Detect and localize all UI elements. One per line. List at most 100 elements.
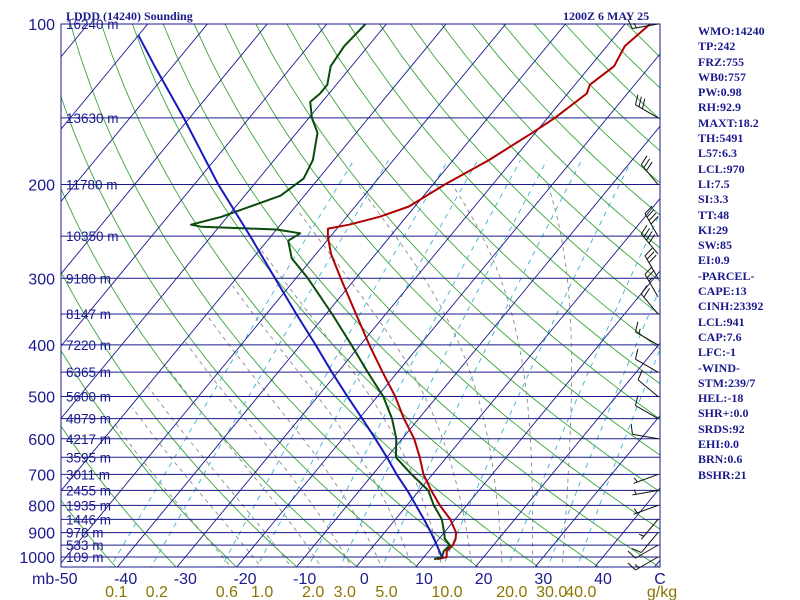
wind-barb [627,556,659,571]
mixing-ratio-label: 20.0 [496,584,527,600]
height-label: 5600 m [66,390,111,405]
stat-item: WB0:757 [698,69,746,84]
wind-barb-flag [644,205,653,214]
mixing-ratio-line [381,159,583,567]
height-label: 8147 m [66,307,111,322]
wind-barb-half-flag [638,328,641,335]
wind-barb [644,247,659,279]
stat-item: EHI:0.0 [698,437,740,452]
mixing-ratio-line [150,159,389,567]
pressure-tick-label: 400 [28,338,55,355]
pressure-tick-label: 600 [28,432,55,449]
wind-barb [627,18,659,30]
height-label: 3011 m [66,467,110,482]
wind-barb-staff [635,405,659,420]
dry-adiabat [286,24,660,420]
wind-barb-flag [640,155,648,165]
wind-barb-staff [637,379,659,397]
stat-item: BRN:0.6 [698,452,743,467]
wind-barb-flag [634,94,639,105]
wind-barb-staff [635,556,659,571]
isotherm [176,24,626,567]
wind-barb-flag [643,228,651,238]
isotherm [61,24,507,564]
wind-barb-half-flag [634,564,640,569]
wind-barb-flag [634,321,639,333]
wind-barb [640,285,659,315]
moist-adiabat [298,211,473,567]
wind-barb-half-flag [633,489,637,495]
wind-barb [634,395,659,420]
wind-barb-flag [646,161,653,171]
wind-barb-staff [640,532,659,553]
wind-barb [633,504,659,515]
pressure-tick-label: 200 [28,177,55,194]
wind-barb-flag [650,216,659,225]
wind-barb-staff [633,504,659,515]
wind-barb-staff [644,255,659,279]
wind-barb-flag [646,209,655,218]
wind-barb-flag [640,224,648,235]
height-label: 1446 m [66,512,111,527]
stat-item: LCL:970 [698,161,745,176]
stat-item: RH:92.9 [698,100,741,115]
stat-item: WMO:14240 [698,24,765,38]
wind-barb-flag [627,550,636,559]
wind-barb [631,532,659,553]
moist-adiabat [232,285,413,567]
stat-item: L57:6.3 [698,146,737,161]
dry-adiabat [348,24,660,350]
stat-item: LI:7.5 [698,176,730,191]
isotherm [61,24,328,347]
wind-barb-staff [633,473,659,484]
height-label: 7220 m [66,338,111,353]
station-title: LDDD (14240) Sounding [66,9,193,23]
y-axis-label: mb [32,571,54,588]
isotherm [295,125,660,567]
temperature-tick-label: -20 [233,571,256,588]
stat-item: TH:5491 [698,131,744,146]
temperature-tick-label: 40 [594,571,612,588]
height-label: 4217 m [66,432,111,447]
dry-adiabat [441,24,660,249]
wind-barb-half-flag [638,533,645,537]
wind-barb-staff [640,293,659,315]
wind-barb-flag [627,562,636,571]
mixing-ratio-label: 10.0 [431,584,462,600]
pressure-tick-label: 900 [28,526,55,543]
observation-time: 1200Z 6 MAY 25 [563,9,650,23]
height-label: 978 m [66,526,104,541]
mixing-ratio-line [507,211,660,567]
wind-barb-flag [634,348,639,360]
dry-adiabat [193,24,660,530]
temperature-tick-label: -40 [114,571,137,588]
wind-barb-half-flag [633,477,638,483]
stat-item: PW:0.98 [698,85,742,100]
stat-item: SW:85 [698,238,733,253]
isotherm [116,24,566,567]
mixing-ratio-label: 30.0 [536,584,567,600]
wind-barb-staff [640,233,659,255]
isotherm [61,24,447,492]
wind-barb-staff [635,358,659,373]
temperature-tick-label: 10 [415,571,433,588]
wind-barb [637,370,659,397]
wind-barb [644,205,659,237]
dewpoint-profile [190,24,451,561]
stat-item: EI:0.9 [698,253,730,268]
mixing-ratio-label: 5.0 [375,584,397,600]
parcel-profile [137,34,443,558]
mixing-ratio-label: 1.0 [251,584,273,600]
wind-barb [640,155,659,185]
wind-barb-flag [644,266,653,275]
wind-barb-flag [627,18,633,29]
wind-barb [634,94,659,119]
wind-barb-staff [635,104,659,119]
height-label: 16240 m [66,17,119,32]
wind-barb-staff [644,213,659,237]
wind-barb-half-flag [633,22,637,29]
height-label: 4879 m [66,412,111,427]
wind-barb-flag [648,254,657,264]
wind-barb-flag [643,288,651,298]
